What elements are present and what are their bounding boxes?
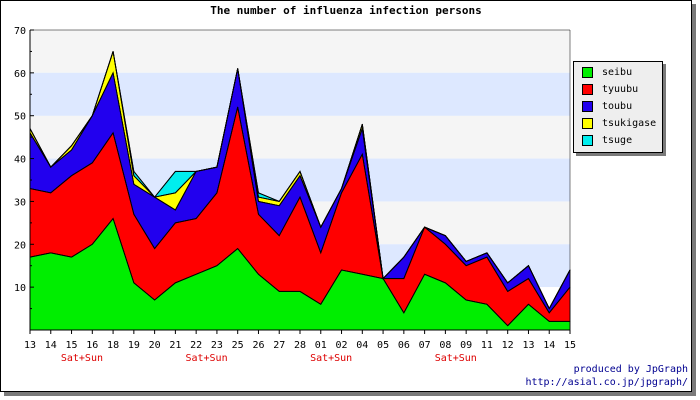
legend-swatch: [582, 84, 593, 95]
legend-swatch: [582, 67, 593, 78]
x-tick-label: 19: [128, 340, 140, 351]
x-tick-label: 12: [502, 340, 514, 351]
chart-title: The number of influenza infection person…: [210, 4, 482, 17]
x-tick-label: 18: [107, 340, 119, 351]
x-tick-label: 27: [273, 340, 285, 351]
y-tick-label: 40: [14, 155, 26, 166]
x-tick-label: 11: [481, 340, 493, 351]
x-tick-label: 02: [336, 340, 348, 351]
x-tick-label: 28: [294, 340, 306, 351]
x-tick-label: 20: [149, 340, 161, 351]
x-tick-label: 06: [398, 340, 410, 351]
credit-line-1: produced by JpGraph: [573, 364, 688, 375]
y-tick-label: 50: [14, 112, 26, 123]
x-tick-label: 13: [24, 340, 36, 351]
credit-line-2: http://asial.co.jp/jpgraph/: [525, 377, 688, 388]
y-tick-label: 70: [14, 26, 26, 37]
x-tick-label: 22: [190, 340, 202, 351]
legend-swatch: [582, 101, 593, 112]
weekend-label: Sat+Sun: [61, 353, 103, 364]
legend-label: tsuge: [602, 135, 633, 146]
credit-text: produced by JpGraph http://asial.co.jp/j…: [525, 363, 688, 389]
weekend-label: Sat+Sun: [185, 353, 227, 364]
y-tick-label: 20: [14, 240, 26, 251]
x-tick-label: 25: [232, 340, 244, 351]
legend-label: seibu: [602, 67, 633, 78]
legend-item-tsukigase: tsukigase: [574, 115, 662, 132]
y-tick-label: 10: [14, 283, 26, 294]
legend-label: tyuubu: [602, 84, 639, 95]
x-tick-label: 07: [419, 340, 431, 351]
line-seibu: [29, 217, 570, 327]
grid-band-gray: [30, 30, 570, 73]
x-tick-label: 09: [460, 340, 472, 351]
legend-swatch: [582, 135, 593, 146]
legend-swatch: [582, 118, 593, 129]
x-tick-label: 13: [522, 340, 534, 351]
legend-item-seibu: seibu: [574, 64, 662, 81]
y-tick-label: 60: [14, 69, 26, 80]
x-tick-label: 04: [356, 340, 368, 351]
legend-item-tyuubu: tyuubu: [574, 81, 662, 98]
x-tick-label: 01: [315, 340, 327, 351]
x-tick-label: 05: [377, 340, 389, 351]
x-tick-label: 21: [169, 340, 181, 351]
weekend-label: Sat+Sun: [435, 353, 477, 364]
weekend-label: Sat+Sun: [310, 353, 352, 364]
x-tick-label: 23: [211, 340, 223, 351]
x-tick-label: 14: [45, 340, 57, 351]
x-tick-label: 26: [252, 340, 264, 351]
legend-item-tsuge: tsuge: [574, 132, 662, 149]
chart-legend: seibu tyuubu toubu tsukigase tsuge: [573, 61, 663, 153]
legend-label: toubu: [602, 101, 633, 112]
y-tick-label: 30: [14, 197, 26, 208]
line-tyuubu: [29, 107, 571, 314]
x-tick-label: 14: [543, 340, 555, 351]
x-tick-label: 08: [439, 340, 451, 351]
x-tick-label: 16: [86, 340, 98, 351]
legend-label: tsukigase: [602, 118, 657, 129]
x-tick-label: 15: [66, 340, 78, 351]
legend-item-toubu: toubu: [574, 98, 662, 115]
x-tick-label: 15: [564, 340, 576, 351]
line-tsuge: [29, 51, 571, 310]
